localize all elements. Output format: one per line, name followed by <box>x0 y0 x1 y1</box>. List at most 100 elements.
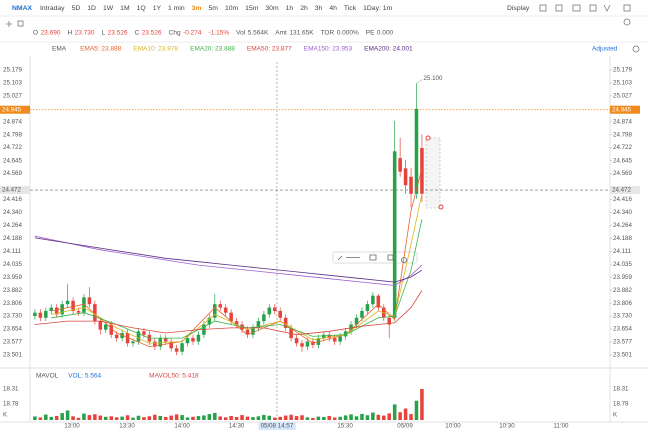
volume-bar <box>202 415 206 420</box>
volume-bar <box>223 417 228 420</box>
quote-label: Amt <box>275 30 287 37</box>
volume-bar <box>142 417 146 420</box>
candle-body <box>153 341 157 347</box>
volume-bar <box>147 416 152 420</box>
period-button[interactable]: 10m <box>225 5 239 12</box>
projection-handle[interactable] <box>425 135 431 141</box>
crosshair-time-tag <box>258 422 296 430</box>
period-button[interactable]: 1W <box>103 5 114 12</box>
volume-bar <box>49 416 54 420</box>
y-tick-label: 24.569 <box>3 170 22 177</box>
tool-icons <box>6 4 640 53</box>
legend-entry[interactable]: EMA200: 24.001 <box>364 46 413 53</box>
period-button[interactable]: 5D <box>72 5 81 12</box>
projection-box <box>425 137 441 209</box>
quote-value: 23.730 <box>75 30 95 37</box>
candle-body <box>392 151 397 318</box>
x-tick-label: 10:30 <box>499 423 515 430</box>
legend-entry[interactable]: EMA50: 23.877 <box>247 46 292 53</box>
candle-body <box>283 317 288 328</box>
period-button[interactable]: 5m <box>208 5 218 12</box>
candle-body <box>338 336 342 342</box>
display-menu[interactable]: Display <box>507 5 530 12</box>
x-tick-label: 05/09 <box>397 423 413 430</box>
candle-body <box>169 341 173 349</box>
period-button[interactable]: 30m <box>265 5 279 12</box>
period-button[interactable]: Intraday <box>40 5 65 12</box>
volume-bar <box>169 415 173 420</box>
volume-bar <box>60 413 64 420</box>
candle-body <box>420 147 424 194</box>
symbol[interactable]: NMAX <box>12 5 32 12</box>
period-button[interactable]: 2h <box>300 5 308 12</box>
candle-body <box>365 304 370 311</box>
x-tick-label: 15:30 <box>337 423 353 430</box>
volume-bar <box>398 412 402 420</box>
candle-body <box>174 348 179 352</box>
period-button[interactable]: 4h <box>329 5 337 12</box>
volume-legend: MAVOL50: 5.418 <box>149 373 199 380</box>
volume-bar <box>131 417 135 420</box>
period-button[interactable]: Tick <box>344 5 357 12</box>
volume-bar <box>158 415 163 420</box>
legend-entry[interactable]: EMA10: 23.978 <box>133 46 178 53</box>
volume-bar <box>153 414 157 420</box>
period-button[interactable]: 3m <box>192 5 202 12</box>
volume-bar <box>322 416 326 420</box>
y-tick-label: 24.035 <box>613 261 632 268</box>
fullscreen-icon[interactable] <box>623 4 631 12</box>
period-button[interactable]: 1M <box>120 5 130 12</box>
projection-handle[interactable] <box>438 204 444 210</box>
legend-entry[interactable]: EMA5: 23.888 <box>80 46 122 53</box>
volume-bar <box>343 415 348 420</box>
volume-bar <box>311 417 315 420</box>
volume-bar <box>54 415 59 420</box>
volume-bar <box>120 416 124 420</box>
candle-body <box>278 310 282 318</box>
x-tick-label: 14:00 <box>174 423 190 430</box>
period-button[interactable]: 1Y <box>153 5 162 12</box>
candle-body <box>300 343 304 347</box>
period-button[interactable]: 15m <box>245 5 259 12</box>
period-button[interactable]: 1Q <box>137 5 146 12</box>
candle-body <box>354 317 359 325</box>
period-button[interactable]: 3h <box>315 5 323 12</box>
candle-body <box>245 329 250 335</box>
candle-body <box>289 327 293 339</box>
y-tick-label: 25.179 <box>3 67 22 74</box>
settings-icon[interactable] <box>632 45 640 53</box>
volume-axis-label: 18.78 <box>613 401 629 408</box>
indicator-name: EMA <box>52 46 67 53</box>
close-icon[interactable] <box>623 18 631 26</box>
candle-body <box>87 297 92 305</box>
y-tick-label: 24.416 <box>613 196 632 203</box>
toolbar-icons[interactable] <box>337 254 407 263</box>
candle-body <box>125 333 130 344</box>
period-button[interactable]: 1D <box>87 5 96 12</box>
y-tick-label: 23.730 <box>3 313 22 320</box>
y-tick-label: 24.264 <box>613 222 632 229</box>
y-tick-label: 25.179 <box>613 67 632 74</box>
expand-icon[interactable] <box>603 4 611 12</box>
volume-bar <box>109 416 113 420</box>
legend-entry[interactable]: EMA150: 23.953 <box>304 46 353 53</box>
volume-bar <box>392 404 397 420</box>
share-icon[interactable] <box>589 4 597 12</box>
settings-icon[interactable] <box>539 4 547 12</box>
period-button[interactable]: 1Day: 1m <box>363 5 392 12</box>
volume-bar <box>278 416 282 420</box>
volume-bar <box>305 417 310 420</box>
period-button[interactable]: 1h <box>286 5 294 12</box>
volume-bar <box>229 415 233 420</box>
volume-legend: VOL: 5.564 <box>68 373 101 380</box>
quote-value: 131.65K <box>289 30 314 37</box>
camera-icon[interactable] <box>572 4 581 12</box>
period-button[interactable]: 1 min <box>168 5 185 12</box>
draw-icon[interactable] <box>555 4 563 12</box>
pane-frames <box>0 56 648 423</box>
crosshair-price-label: 24.472 <box>612 187 631 194</box>
y-tick-label: 24.798 <box>3 131 22 138</box>
legend-entry[interactable]: EMA20: 23.888 <box>190 46 235 53</box>
volume-bar <box>196 416 201 420</box>
adjusted-menu[interactable]: Adjusted <box>592 46 618 53</box>
